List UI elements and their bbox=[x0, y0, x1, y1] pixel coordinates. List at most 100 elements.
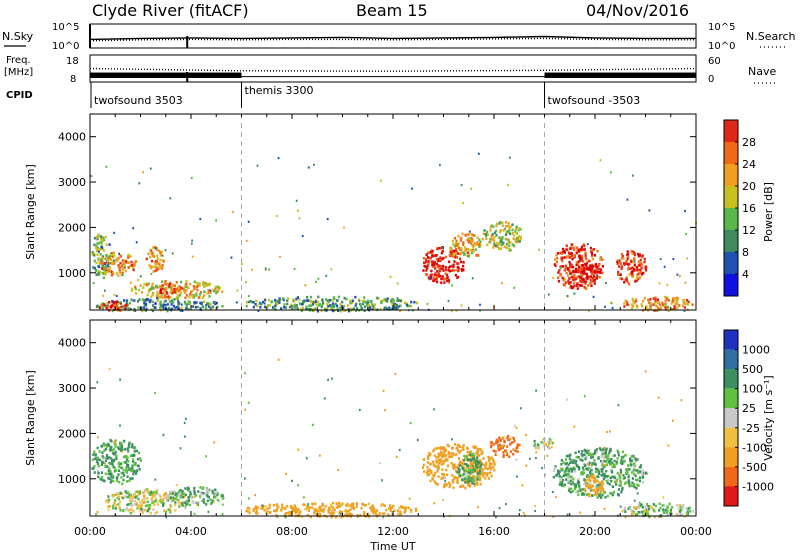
velocity-cell bbox=[511, 441, 514, 444]
power-cell bbox=[330, 304, 333, 307]
velocity-cell bbox=[516, 475, 518, 478]
power-cell bbox=[563, 277, 566, 281]
power-cell bbox=[142, 286, 145, 289]
power-cell bbox=[97, 234, 101, 238]
power-cell bbox=[501, 224, 504, 228]
velocity-cell bbox=[638, 501, 641, 504]
velocity-cell bbox=[609, 447, 612, 451]
velocity-cell bbox=[185, 499, 188, 503]
power-cell bbox=[166, 283, 169, 286]
power-cell bbox=[430, 269, 433, 273]
power-cell bbox=[185, 306, 188, 310]
velocity-cell bbox=[129, 454, 132, 458]
velocity-cell bbox=[437, 454, 440, 458]
power-cell bbox=[95, 235, 99, 239]
velocity-cell bbox=[565, 466, 569, 470]
velocity-cell bbox=[598, 481, 601, 485]
power-cell bbox=[308, 299, 311, 303]
velocity-cell bbox=[603, 463, 606, 467]
velocity-cell bbox=[138, 468, 141, 471]
power-cell bbox=[638, 253, 641, 257]
power-cell bbox=[424, 258, 428, 261]
power-cell bbox=[170, 303, 173, 306]
velocity-cell bbox=[456, 449, 459, 453]
power-cell bbox=[557, 271, 560, 274]
velocity-cell bbox=[608, 449, 611, 452]
power-cell bbox=[676, 300, 679, 303]
power-cell bbox=[599, 256, 603, 259]
velocity-cell bbox=[476, 469, 479, 473]
velocity-cell bbox=[617, 488, 621, 491]
power-cell bbox=[147, 252, 150, 256]
power-cell bbox=[561, 256, 564, 260]
power-cell bbox=[161, 304, 164, 308]
velocity-cell bbox=[114, 450, 117, 454]
velocity-cell bbox=[559, 481, 562, 484]
velocity-cell bbox=[96, 462, 99, 465]
velocity-cell bbox=[572, 467, 575, 471]
velocity-cell bbox=[118, 500, 122, 504]
velocity-cell bbox=[309, 515, 312, 519]
velocity-cell bbox=[404, 509, 407, 512]
power-cell bbox=[674, 297, 677, 300]
power-cell bbox=[363, 300, 366, 303]
power-cell bbox=[359, 302, 362, 306]
velocity-cell bbox=[93, 464, 96, 468]
power-cell bbox=[123, 304, 126, 308]
velocity-cell bbox=[126, 508, 129, 511]
velocity-cell bbox=[598, 447, 601, 450]
power-cell bbox=[588, 267, 591, 271]
velocity-cell bbox=[162, 499, 165, 503]
velocity-cell bbox=[125, 455, 128, 458]
velocity-cell bbox=[197, 501, 200, 504]
velocity-cell bbox=[467, 471, 470, 474]
power-cell bbox=[117, 257, 120, 260]
velocity-cell bbox=[476, 483, 479, 486]
power-cell bbox=[674, 298, 676, 301]
velocity-cell bbox=[631, 481, 634, 485]
power-cell bbox=[167, 297, 170, 300]
velocity-cell bbox=[583, 448, 586, 452]
power-cell bbox=[596, 265, 599, 269]
power-cell bbox=[686, 257, 689, 260]
power-cell bbox=[104, 271, 108, 274]
power-cell bbox=[485, 234, 488, 238]
power-cell bbox=[363, 305, 366, 309]
velocity-cell bbox=[285, 472, 287, 475]
velocity-cell bbox=[307, 509, 310, 512]
velocity-cell bbox=[396, 509, 399, 513]
power-cell bbox=[460, 304, 463, 307]
velocity-cell bbox=[513, 424, 516, 427]
power-cell bbox=[305, 305, 308, 309]
power-cell bbox=[626, 257, 629, 260]
velocity-cell bbox=[463, 454, 466, 458]
power-cell bbox=[598, 267, 601, 271]
power-cell bbox=[496, 245, 499, 249]
velocity-cell bbox=[641, 510, 644, 514]
power-cell bbox=[347, 304, 350, 307]
power-cell bbox=[152, 270, 155, 273]
power-cbar-tick-label: 20 bbox=[742, 180, 756, 193]
power-cell bbox=[595, 264, 598, 268]
power-cell bbox=[609, 171, 612, 174]
velocity-cell bbox=[152, 508, 155, 511]
power-cell bbox=[185, 289, 188, 292]
velocity-cell bbox=[215, 491, 218, 494]
velocity-cell bbox=[476, 453, 479, 456]
power-cell bbox=[109, 270, 113, 273]
power-cell bbox=[114, 304, 117, 307]
power-cell bbox=[593, 254, 596, 257]
power-cell bbox=[429, 277, 432, 280]
velocity-cell bbox=[286, 504, 289, 508]
power-cell bbox=[676, 306, 679, 309]
velocity-cell bbox=[565, 454, 568, 458]
velocity-cell bbox=[581, 455, 584, 459]
power-cell bbox=[563, 268, 566, 272]
power-cell bbox=[264, 268, 267, 271]
velocity-cell bbox=[591, 484, 595, 488]
velocity-cell bbox=[114, 507, 117, 510]
power-cell bbox=[635, 268, 638, 272]
velocity-cbar-label: Velocity [m s⁻¹] bbox=[762, 375, 775, 460]
power-cell bbox=[627, 267, 630, 271]
power-cell bbox=[168, 300, 172, 303]
